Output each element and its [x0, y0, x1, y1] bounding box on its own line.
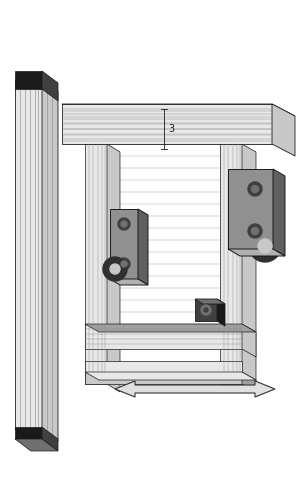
- Polygon shape: [242, 144, 256, 392]
- Polygon shape: [272, 104, 295, 156]
- Polygon shape: [85, 324, 242, 349]
- Circle shape: [258, 239, 272, 253]
- Circle shape: [121, 221, 127, 227]
- Polygon shape: [85, 372, 256, 380]
- Polygon shape: [85, 144, 107, 384]
- Circle shape: [248, 224, 262, 238]
- Circle shape: [103, 257, 127, 281]
- Polygon shape: [85, 361, 242, 379]
- Polygon shape: [273, 169, 285, 256]
- Polygon shape: [220, 144, 242, 384]
- Circle shape: [201, 305, 211, 315]
- Polygon shape: [217, 299, 225, 326]
- Polygon shape: [242, 324, 256, 357]
- Polygon shape: [42, 427, 58, 451]
- Polygon shape: [138, 209, 148, 285]
- Polygon shape: [195, 299, 225, 304]
- Polygon shape: [42, 79, 58, 441]
- Circle shape: [204, 308, 208, 312]
- Circle shape: [248, 182, 262, 196]
- Polygon shape: [85, 324, 256, 332]
- Polygon shape: [62, 104, 272, 144]
- Polygon shape: [15, 427, 42, 439]
- Circle shape: [118, 218, 130, 230]
- Circle shape: [121, 261, 127, 267]
- Circle shape: [251, 185, 258, 193]
- Polygon shape: [110, 279, 148, 285]
- Polygon shape: [15, 79, 42, 429]
- Polygon shape: [195, 299, 217, 321]
- Polygon shape: [15, 71, 42, 89]
- Polygon shape: [42, 71, 58, 101]
- Circle shape: [110, 264, 120, 274]
- Polygon shape: [228, 169, 273, 249]
- Polygon shape: [110, 209, 138, 279]
- Polygon shape: [15, 439, 58, 451]
- Polygon shape: [62, 104, 295, 116]
- Circle shape: [249, 230, 281, 262]
- Polygon shape: [242, 372, 256, 392]
- Polygon shape: [228, 249, 285, 256]
- Polygon shape: [15, 429, 58, 441]
- Circle shape: [118, 258, 130, 270]
- Text: 3: 3: [168, 124, 174, 134]
- Polygon shape: [85, 372, 242, 384]
- Polygon shape: [107, 144, 120, 392]
- Polygon shape: [115, 381, 275, 397]
- Circle shape: [251, 228, 258, 235]
